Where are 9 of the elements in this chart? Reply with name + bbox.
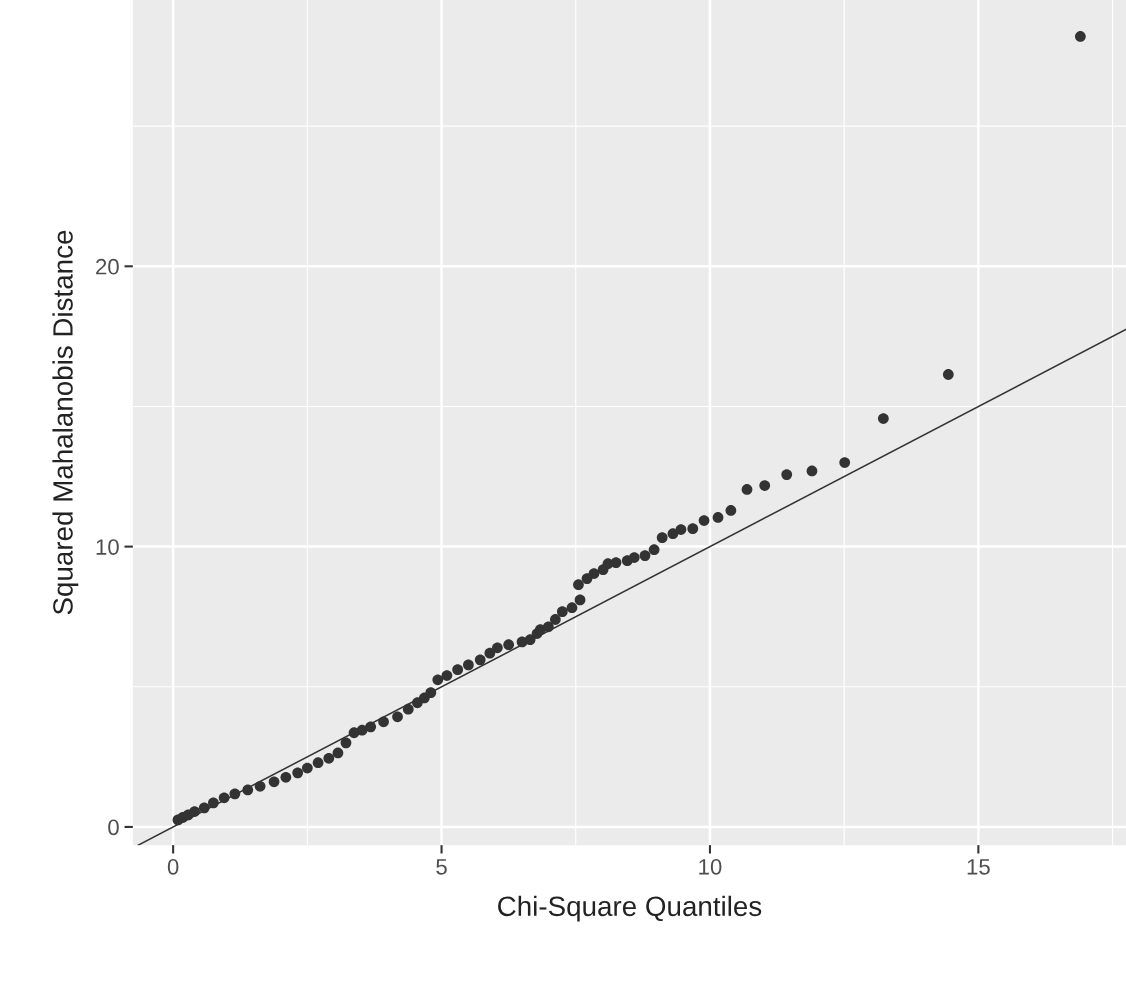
y-tick-label: 10 xyxy=(96,539,119,555)
x-tick-label: 15 xyxy=(967,859,990,875)
y-tick-label: 20 xyxy=(96,258,119,275)
x-tick-label: 10 xyxy=(699,858,722,875)
y-axis-title: Squared Mahalanobis Distance xyxy=(52,230,79,615)
y-tick-label: 0 xyxy=(108,819,119,836)
x-axis-title: Chi-Square Quantiles xyxy=(498,895,762,922)
x-tick-label: 5 xyxy=(436,859,447,875)
x-tick-label: 0 xyxy=(167,858,179,875)
